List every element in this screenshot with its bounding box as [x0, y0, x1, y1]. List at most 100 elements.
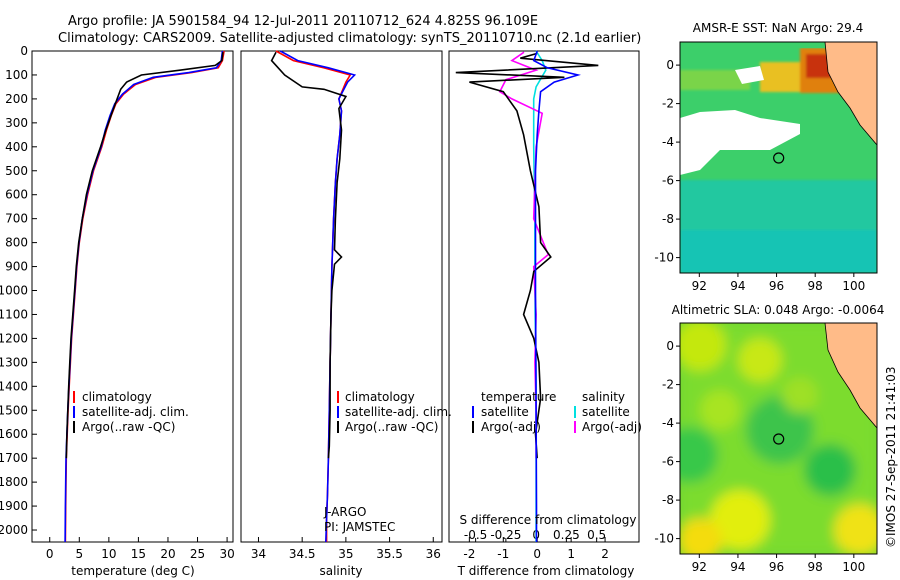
- map-x-tick-label: 96: [769, 279, 784, 293]
- copyright-stamp: ©IMOS 27-Sep-2011 21:41:03: [884, 366, 898, 548]
- land-sumatra: [824, 42, 877, 146]
- map-y-tick-label: -2: [662, 378, 674, 392]
- sst-map-title: AMSR-E SST: NaN Argo: 29.4: [693, 21, 863, 35]
- legend-label-argo: Argo(..raw -QC): [345, 420, 438, 434]
- depth-tick-label: 0: [20, 44, 28, 58]
- salinity-panel-frame: [240, 50, 443, 543]
- map-x-tick-label: 96: [769, 560, 784, 574]
- depth-tick-label: 1700: [0, 451, 28, 465]
- argo-line: [270, 51, 348, 459]
- x-tick-label: -2: [463, 547, 475, 561]
- depth-tick-label: 1500: [0, 403, 28, 417]
- difference-panel-frame: [448, 50, 640, 543]
- x-tick-label: 20: [160, 547, 175, 561]
- depth-tick-label: 1400: [0, 379, 28, 393]
- x-tick-label: 2: [601, 547, 609, 561]
- depth-tick-label: 600: [5, 188, 28, 202]
- climatology-line: [64, 50, 225, 543]
- x-tick-label: -0.5: [464, 528, 487, 542]
- depth-tick-label: 800: [5, 236, 28, 250]
- legend-label-climatology: climatology: [82, 390, 152, 404]
- climatology-line: [275, 50, 352, 542]
- depth-axis: 0 100 200 300 400 500 600 700 800 900 1000 1100 1200…: [0, 44, 37, 537]
- depth-tick-label: 1200: [0, 331, 28, 345]
- s-difference-xlabel: S difference from climatology: [460, 513, 637, 527]
- header-line-1: Argo profile: JA 5901584_94 12-Jul-2011 …: [68, 14, 538, 29]
- argo-line: [65, 52, 224, 459]
- map-y-tick-label: -4: [662, 135, 674, 149]
- sla-map: [680, 323, 877, 554]
- pi-label: PI: JAMSTEC: [324, 520, 395, 534]
- t-argo-line: [455, 52, 599, 459]
- depth-tick-label: 500: [5, 164, 28, 178]
- map-x-tick-label: 100: [842, 279, 865, 293]
- depth-tick-label: 100: [5, 68, 28, 82]
- legend-title-temperature: temperature: [481, 390, 556, 404]
- x-tick-label: 34: [251, 547, 266, 561]
- map-x-tick-label: 98: [808, 560, 823, 574]
- x-tick-label: 0: [46, 547, 54, 561]
- sla-map-axes: 92 94 96 98 100 0 -2 -4 -6 -8 -10: [654, 339, 865, 574]
- legend-label-satellite: satellite-adj. clim.: [345, 405, 452, 419]
- agency-label: J-ARGO: [323, 505, 366, 519]
- temperature-legend: climatology satellite-adj. clim. Argo(..…: [73, 390, 189, 434]
- sst-map: [680, 42, 877, 273]
- map-y-tick-label: -2: [662, 97, 674, 111]
- map-y-tick-label: -4: [662, 416, 674, 430]
- map-x-tick-label: 100: [842, 560, 865, 574]
- depth-tick-label: 200: [5, 92, 28, 106]
- salinity-legend: climatology satellite-adj. clim. Argo(..…: [337, 390, 452, 434]
- depth-tick-label: 300: [5, 116, 28, 130]
- map-x-tick-label: 92: [692, 560, 707, 574]
- legend-label-s-argo: Argo(-adj): [582, 420, 642, 434]
- land-sumatra: [824, 323, 877, 429]
- map-y-tick-label: 0: [666, 339, 674, 353]
- depth-tick-label: 1300: [0, 355, 28, 369]
- temperature-panel-frame: [31, 50, 234, 543]
- depth-tick-label: 900: [5, 260, 28, 274]
- header-line-2: Climatology: CARS2009. Satellite-adjuste…: [58, 31, 641, 46]
- argo-location-marker: [773, 152, 785, 164]
- legend-label-argo: Argo(..raw -QC): [82, 420, 175, 434]
- map-y-tick-label: -10: [654, 532, 674, 546]
- depth-tick-label: 1600: [0, 427, 28, 441]
- x-tick-label: 1: [567, 547, 575, 561]
- x-tick-label: 35: [338, 547, 353, 561]
- t-satellite-line: [532, 50, 581, 542]
- legend-title-salinity: salinity: [582, 390, 625, 404]
- map-y-tick-label: -8: [662, 212, 674, 226]
- depth-tick-label: 1000: [0, 284, 28, 298]
- x-tick-label: 0: [533, 547, 541, 561]
- x-tick-label: 0.25: [553, 528, 580, 542]
- x-tick-label: 10: [101, 547, 116, 561]
- x-tick-label: 0.5: [587, 528, 606, 542]
- missing-data-patch: [680, 110, 800, 175]
- x-tick-label: -0.25: [490, 528, 521, 542]
- x-tick-label: 34.5: [289, 547, 316, 561]
- legend-label-t-argo: Argo(-adj): [481, 420, 541, 434]
- sla-map-frame: [679, 322, 878, 555]
- depth-tick-label: 700: [5, 212, 28, 226]
- map-x-tick-label: 94: [730, 560, 745, 574]
- depth-tick-label: 1800: [0, 475, 28, 489]
- map-y-tick-label: -8: [662, 493, 674, 507]
- sst-map-frame: [679, 41, 878, 274]
- legend-label-s-satellite: satellite: [582, 405, 630, 419]
- map-y-tick-label: 0: [666, 58, 674, 72]
- missing-data-patch: [735, 66, 764, 84]
- satellite-line: [279, 50, 357, 543]
- x-tick-label: 36: [426, 547, 441, 561]
- difference-panel: -2 -1 0 1 2-0.5 -0.25 0 0.25 0.5: [455, 50, 609, 561]
- sla-map-title: Altimetric SLA: 0.048 Argo: -0.0064: [672, 303, 885, 317]
- sst-map-axes: 92 94 96 98 100 0 -2 -4 -6 -8 -10: [654, 58, 865, 293]
- map-y-tick-label: -10: [654, 251, 674, 265]
- temperature-xlabel: temperature (deg C): [71, 564, 194, 578]
- x-tick-label: 15: [131, 547, 146, 561]
- map-x-tick-label: 94: [730, 279, 745, 293]
- legend-label-t-satellite: satellite: [481, 405, 529, 419]
- x-tick-label: 35.5: [376, 547, 403, 561]
- depth-tick-label: 1900: [0, 499, 28, 513]
- t-difference-xlabel: T difference from climatology: [457, 564, 635, 578]
- x-tick-label: 25: [190, 547, 205, 561]
